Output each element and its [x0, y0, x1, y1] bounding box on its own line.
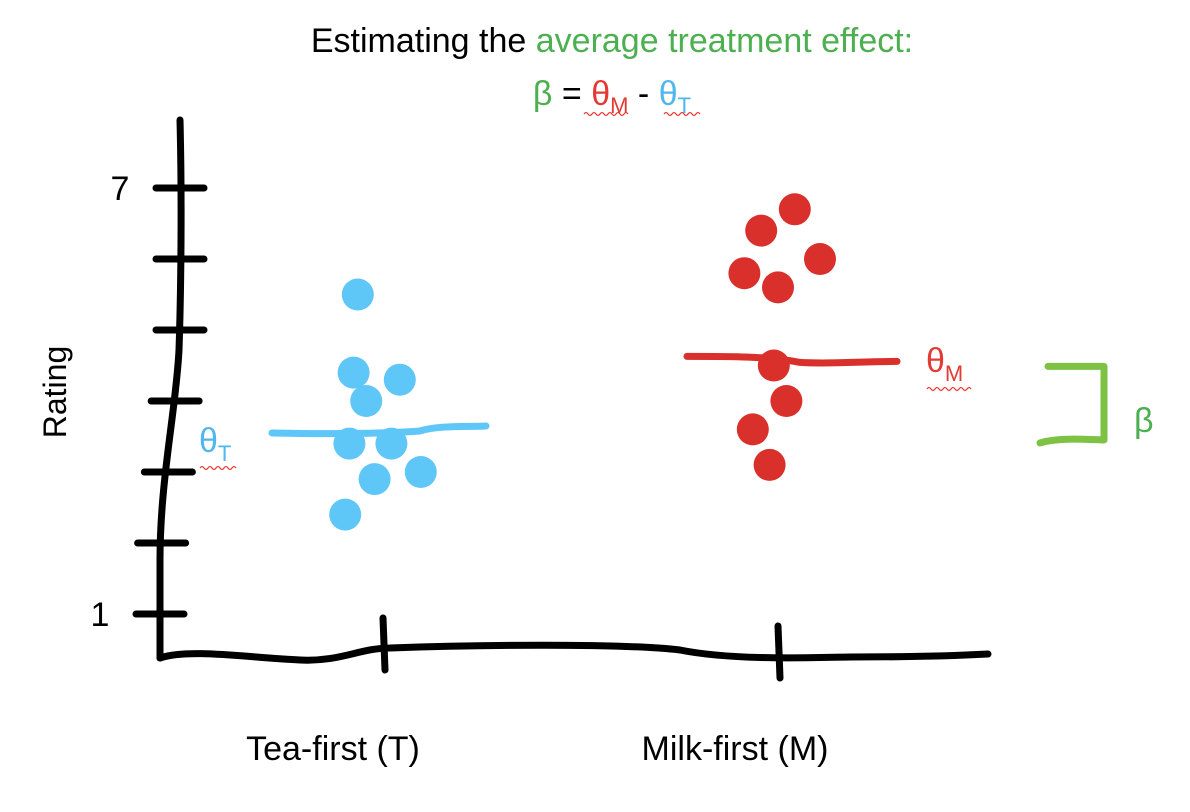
theta-m-sub: M — [945, 361, 963, 386]
spell-underline-theta-m — [926, 386, 972, 392]
theta-t-label: θT — [199, 422, 231, 466]
formula-minus: - — [628, 75, 658, 113]
formula-sub-t: T — [678, 93, 691, 118]
title-highlight: average treatment effect: — [536, 22, 913, 60]
y-tick-label: 7 — [111, 170, 130, 208]
tea-first-points — [329, 278, 437, 531]
tea-first-point — [341, 278, 374, 311]
tea-first-point — [333, 427, 366, 460]
y-tick-labels: 17 — [91, 170, 130, 634]
spell-underline-t — [663, 111, 701, 117]
theta-m-symbol: θ — [926, 342, 945, 380]
tea-first-point — [350, 385, 383, 417]
x-ticks — [379, 614, 784, 682]
tea-first-point — [358, 463, 391, 496]
spell-underline-theta-t — [199, 465, 237, 471]
tea-first-point — [383, 363, 416, 396]
milk-first-point — [736, 413, 769, 446]
y-axis-title: Rating — [37, 346, 73, 439]
milk-first-point — [757, 349, 790, 382]
milk-first-point — [728, 257, 761, 290]
milk-first-point — [804, 243, 836, 275]
y-axis-line — [156, 116, 185, 662]
formula-beta: β — [533, 75, 553, 113]
tea-first-point — [329, 498, 362, 531]
beta-bracket — [1036, 362, 1108, 447]
milk-first-point — [745, 214, 778, 247]
spell-underline-m — [583, 111, 629, 117]
tea-first-point — [337, 356, 370, 389]
x-axis-line — [156, 641, 992, 664]
y-tick-label: 1 — [91, 596, 110, 634]
mean-line-tea — [268, 422, 490, 438]
x-tick — [379, 614, 389, 674]
mean-line-milk — [683, 352, 901, 367]
formula-sub-m: M — [610, 93, 628, 118]
milk-first-point — [778, 193, 811, 226]
title-prefix: Estimating the — [311, 22, 536, 60]
category-label: Tea-first (T) — [246, 730, 420, 768]
x-labels: Tea-first (T) Milk-first (M) — [246, 730, 828, 768]
theta-t-sub: T — [218, 441, 231, 466]
milk-first-point — [762, 271, 794, 304]
formula-theta-m: θ — [591, 75, 610, 113]
x-tick — [774, 622, 784, 682]
formula-eq: = — [552, 75, 591, 113]
formula-theta-t: θ — [659, 75, 678, 113]
formula: β = θM - θT — [533, 75, 691, 118]
tea-first-point — [375, 427, 408, 460]
milk-first-points — [728, 193, 836, 481]
y-ticks — [132, 184, 208, 618]
theta-m-label: θM — [926, 342, 963, 386]
milk-first-point — [770, 385, 803, 417]
milk-first-point — [753, 448, 786, 481]
beta-label: β — [1134, 402, 1154, 440]
category-label: Milk-first (M) — [642, 730, 829, 768]
chart-title: Estimating the average treatment effect: — [311, 22, 913, 60]
theta-t-symbol: θ — [199, 422, 218, 460]
tea-first-point — [404, 456, 437, 488]
